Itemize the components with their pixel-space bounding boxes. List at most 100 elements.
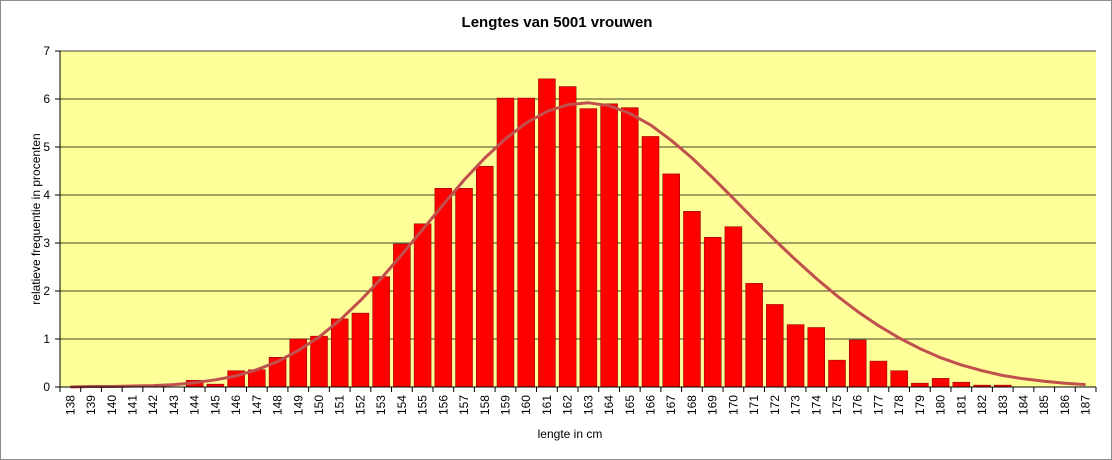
chart-title: Lengtes van 5001 vrouwen xyxy=(462,14,653,31)
x-tick-label: 160 xyxy=(519,395,533,415)
bar xyxy=(848,339,867,388)
bar xyxy=(517,97,535,388)
x-tick-label: 150 xyxy=(312,395,326,415)
x-axis-label: lengte in cm xyxy=(538,427,603,441)
bar xyxy=(828,359,846,388)
x-tick-label: 172 xyxy=(768,395,782,415)
bar xyxy=(786,324,805,388)
x-tick-label: 183 xyxy=(996,395,1010,415)
x-tick-label: 140 xyxy=(105,395,119,415)
normal-curve xyxy=(70,101,1086,389)
x-tick-label: 155 xyxy=(416,395,430,415)
x-tick-label: 180 xyxy=(934,395,948,415)
x-tick-label: 149 xyxy=(291,395,305,415)
bar xyxy=(724,226,743,388)
x-tick-label: 157 xyxy=(457,395,471,415)
y-tick-label: 5 xyxy=(43,140,50,154)
x-tick-label: 165 xyxy=(623,395,637,415)
bar xyxy=(496,97,515,388)
bar xyxy=(683,211,701,388)
x-tick-label: 170 xyxy=(726,395,740,415)
bar-series xyxy=(123,78,1012,388)
y-tick-label: 3 xyxy=(43,236,50,250)
x-tick-label: 171 xyxy=(747,395,761,415)
bar xyxy=(393,243,411,388)
y-axis-label: relatieve frequentie in procenten xyxy=(29,133,43,304)
x-tick-label: 174 xyxy=(809,395,823,415)
axes xyxy=(55,50,1097,392)
plot-area xyxy=(60,51,1096,387)
bar xyxy=(641,136,660,388)
x-tick-label: 147 xyxy=(250,395,264,415)
x-tick-labels: 138 139 140 141 142 143 144 145 146 147 148 149 150 1… xyxy=(63,395,1092,415)
y-tick-label: 6 xyxy=(43,92,50,106)
x-tick-label: 182 xyxy=(975,395,989,415)
bar xyxy=(538,78,556,388)
bar xyxy=(600,103,618,388)
x-tick-label: 166 xyxy=(644,395,658,415)
bar xyxy=(434,188,453,388)
bar xyxy=(310,335,328,388)
bar xyxy=(869,360,888,388)
x-tick-label: 168 xyxy=(685,395,699,415)
x-tick-label: 167 xyxy=(664,395,678,415)
x-tick-label: 184 xyxy=(1017,395,1031,415)
bar xyxy=(558,86,577,388)
x-tick-label: 152 xyxy=(353,395,367,415)
bar xyxy=(703,236,722,388)
bar xyxy=(890,370,908,388)
x-tick-label: 144 xyxy=(188,395,202,415)
x-tick-label: 153 xyxy=(374,395,388,415)
x-tick-label: 179 xyxy=(913,395,927,415)
bar xyxy=(621,107,639,388)
x-tick-label: 151 xyxy=(333,395,347,415)
x-tick-label: 148 xyxy=(271,395,285,415)
bar xyxy=(911,382,929,388)
bar xyxy=(766,304,784,388)
bar xyxy=(372,276,390,388)
x-tick-label: 138 xyxy=(63,395,77,415)
bar xyxy=(476,165,494,388)
x-tick-label: 181 xyxy=(954,395,968,415)
x-tick-label: 177 xyxy=(871,395,885,415)
x-tick-label: 169 xyxy=(706,395,720,415)
x-tick-label: 176 xyxy=(851,395,865,415)
y-tick-labels: 0 1 2 3 4 5 6 7 xyxy=(43,44,50,394)
x-tick-label: 142 xyxy=(146,395,160,415)
bar xyxy=(330,318,349,388)
x-tick-label: 146 xyxy=(229,395,243,415)
curve-series xyxy=(70,101,1086,389)
bar xyxy=(579,108,598,388)
x-tick-label: 164 xyxy=(602,395,616,415)
x-tick-label: 173 xyxy=(789,395,803,415)
bar xyxy=(931,378,950,388)
x-tick-label: 156 xyxy=(436,395,450,415)
gridlines xyxy=(60,50,1096,340)
x-tick-label: 186 xyxy=(1058,395,1072,415)
x-tick-label: 163 xyxy=(581,395,595,415)
y-tick-label: 1 xyxy=(43,332,50,346)
x-tick-label: 161 xyxy=(540,395,554,415)
x-tick-label: 159 xyxy=(499,395,513,415)
bar xyxy=(807,327,826,388)
x-tick-label: 145 xyxy=(208,395,222,415)
x-tick-label: 158 xyxy=(478,395,492,415)
x-tick-label: 141 xyxy=(126,395,140,415)
x-tick-label: 185 xyxy=(1037,395,1051,415)
bar xyxy=(351,312,370,388)
x-tick-label: 187 xyxy=(1079,395,1093,415)
x-tick-label: 178 xyxy=(892,395,906,415)
y-tick-label: 4 xyxy=(43,188,50,202)
bar xyxy=(413,223,432,388)
bar xyxy=(952,381,971,388)
bar xyxy=(662,173,680,388)
x-tick-label: 162 xyxy=(561,395,575,415)
bar xyxy=(455,188,473,388)
bar xyxy=(745,283,763,388)
y-tick-label: 2 xyxy=(43,284,50,298)
x-tick-label: 175 xyxy=(830,395,844,415)
x-tick-label: 143 xyxy=(167,395,181,415)
y-tick-label: 7 xyxy=(43,44,50,58)
